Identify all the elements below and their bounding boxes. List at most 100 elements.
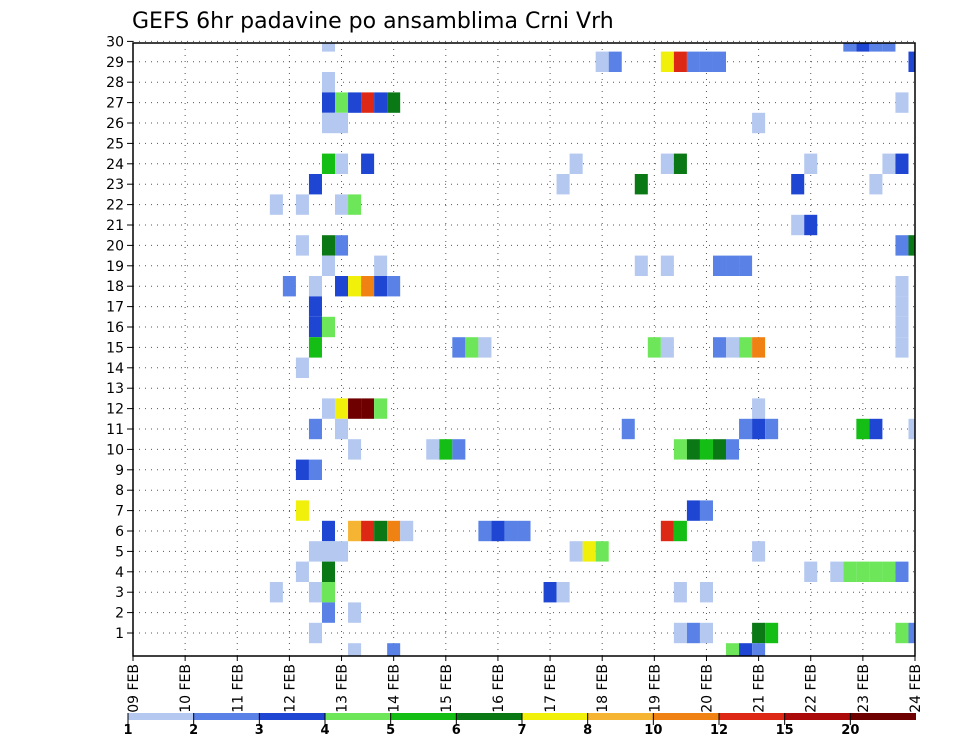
colorbar-swatch <box>587 713 654 720</box>
heatmap-cell <box>895 276 909 297</box>
heatmap-cell <box>752 622 766 644</box>
heatmap-cell <box>621 418 635 440</box>
heatmap-cell <box>869 418 883 440</box>
y-tick-label: 9 <box>115 463 124 479</box>
heatmap-cell <box>895 153 909 174</box>
heatmap-cell <box>673 439 687 460</box>
heatmap-cell <box>269 582 283 603</box>
heatmap-cell <box>269 194 283 215</box>
heatmap-cell <box>374 520 388 542</box>
x-tick-label: 19 FEB <box>647 664 663 713</box>
heatmap-cell <box>348 398 362 419</box>
heatmap-cell <box>712 337 727 358</box>
colorbar-label: 5 <box>386 723 395 738</box>
heatmap-cell <box>361 520 375 542</box>
heatmap-cell <box>295 459 309 480</box>
heatmap-cell <box>569 541 583 562</box>
heatmap-cell <box>882 153 896 174</box>
heatmap-cell <box>895 337 909 358</box>
heatmap-cell <box>335 418 349 440</box>
x-tick-label: 20 FEB <box>699 664 715 713</box>
heatmap-cell <box>308 276 322 297</box>
heatmap-cell <box>308 622 322 644</box>
heatmap-cell <box>843 561 857 582</box>
heatmap-cell <box>361 398 375 419</box>
heatmap-cell <box>295 357 309 378</box>
heatmap-cell <box>308 582 322 603</box>
heatmap-cell <box>295 561 309 582</box>
heatmap-cell <box>752 643 766 656</box>
heatmap-cell <box>452 337 466 358</box>
colorbar-swatch <box>390 713 457 720</box>
heatmap-cell <box>582 541 596 562</box>
heatmap-cell <box>335 235 349 256</box>
heatmap-cell <box>895 92 909 113</box>
heatmap-cell <box>465 337 479 358</box>
x-tick-label: 13 FEB <box>335 664 351 713</box>
heatmap-cell <box>348 643 362 656</box>
colorbar-swatch <box>193 713 260 720</box>
heatmap-cell <box>856 561 870 582</box>
y-tick-label: 13 <box>106 381 124 397</box>
heatmap-cell <box>321 235 336 256</box>
heatmap-cell <box>308 174 322 195</box>
heatmap-cell <box>321 520 336 542</box>
heatmap-cell <box>321 255 336 276</box>
heatmap-cell <box>856 418 870 440</box>
heatmap-cell <box>335 153 349 174</box>
heatmap-cell <box>869 561 883 582</box>
heatmap-cell <box>739 418 753 440</box>
grid-lines <box>133 40 915 656</box>
colorbar-swatch <box>259 713 325 720</box>
colorbar-label: 6 <box>452 723 461 738</box>
colorbar-swatch <box>456 713 522 720</box>
heatmap-cell <box>699 582 713 603</box>
heatmap-cell <box>804 153 818 174</box>
heatmap-cell <box>726 439 740 460</box>
heatmap-cell <box>556 174 570 195</box>
heatmap-cell <box>321 582 336 603</box>
heatmap-cell <box>387 276 401 297</box>
heatmap-cell <box>739 337 753 358</box>
y-tick-label: 24 <box>106 157 124 173</box>
x-tick-label: 24 FEB <box>908 664 924 713</box>
heatmap-cell <box>726 255 740 276</box>
heatmap-cell <box>321 316 336 338</box>
heatmap-cell <box>660 153 674 174</box>
heatmap-cell <box>543 582 557 603</box>
heatmap-cell <box>634 255 648 276</box>
x-tick-label: 09 FEB <box>126 664 142 713</box>
heatmap-cell <box>335 194 349 215</box>
colorbar-label: 20 <box>841 723 859 738</box>
heatmap-cell <box>791 214 805 236</box>
heatmap-cell <box>308 541 322 562</box>
chart-title: GEFS 6hr padavine po ansamblima Crni Vrh <box>132 9 614 34</box>
y-tick-label: 7 <box>115 504 124 520</box>
heatmap-cell <box>595 51 609 72</box>
heatmap-cell <box>595 541 609 562</box>
heatmap-cell <box>869 43 883 52</box>
x-tick-label: 22 FEB <box>804 664 820 713</box>
heatmap-cell <box>647 337 661 358</box>
x-axis-ticks: 09 FEB 10 FEB 11 FEB 12 FEB 13 FEB 14 FEB 15 F… <box>126 656 924 713</box>
heatmap-cell <box>348 439 362 460</box>
heatmap-cell <box>556 582 570 603</box>
heatmap-cell <box>439 439 453 460</box>
heatmap-cell <box>634 174 648 195</box>
heatmap-cell <box>752 112 766 134</box>
heatmap-cell <box>308 418 322 440</box>
heatmap-cell <box>895 316 909 338</box>
y-tick-label: 11 <box>106 422 124 438</box>
heatmap-cell <box>908 418 915 440</box>
data-cells <box>269 43 915 656</box>
colorbar-label: 3 <box>255 723 264 738</box>
y-tick-label: 21 <box>106 218 124 234</box>
heatmap-cell <box>739 255 753 276</box>
x-tick-label: 10 FEB <box>178 664 194 713</box>
heatmap-cell <box>361 153 375 174</box>
y-tick-label: 4 <box>115 565 124 581</box>
heatmap-cell <box>321 398 336 419</box>
y-tick-label: 30 <box>106 34 124 50</box>
colorbar-label: 8 <box>583 723 592 738</box>
heatmap-cell <box>908 622 915 644</box>
